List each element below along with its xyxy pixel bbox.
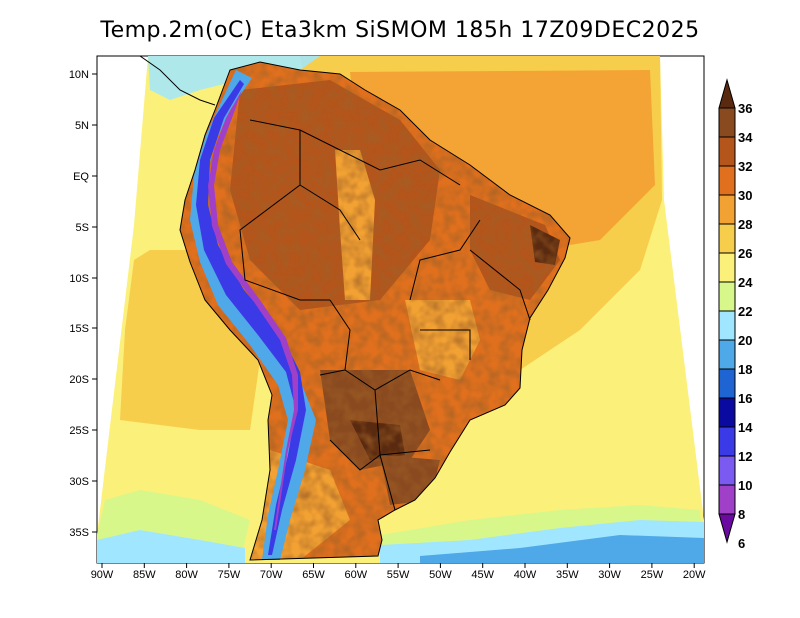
lat-tick-label: 30S [69, 476, 89, 488]
lat-tick-label: 25S [69, 425, 89, 437]
colorbar-label: 36 [738, 101, 752, 116]
lat-tick-label: 10N [69, 69, 89, 81]
lon-tick-label: 40W [514, 569, 537, 581]
lat-tick-label: 10S [69, 273, 89, 285]
colorbar-swatch [718, 252, 736, 283]
lat-tick-label: 5N [75, 120, 89, 132]
colorbar-label: 24 [738, 275, 753, 290]
lon-tick-label: 55W [387, 569, 410, 581]
colorbar-swatch [718, 426, 736, 457]
lon-tick-label: 25W [641, 569, 664, 581]
ocean-cold-south-west [97, 530, 245, 563]
colorbar-swatch [718, 107, 736, 138]
lon-tick-label: 90W [91, 569, 114, 581]
latitude-axis: 10N 5N EQ 5S 10S 15S 20S 25S 30S 35S [69, 69, 97, 539]
colorbar-swatch [718, 455, 736, 486]
colorbar-label: 16 [738, 391, 752, 406]
colorbar-swatch [718, 223, 736, 254]
colorbar-label: 30 [738, 188, 752, 203]
lat-tick-label: EQ [73, 171, 89, 183]
central-america-coast [139, 56, 216, 106]
colorbar-swatch [718, 484, 736, 515]
colorbar-swatch [718, 310, 736, 341]
country-borders [239, 119, 531, 511]
colorbar-label: 18 [738, 362, 752, 377]
colorbar-label: 20 [738, 333, 752, 348]
lon-tick-label: 60W [344, 569, 367, 581]
colorbar-label: 22 [738, 304, 752, 319]
colorbar-swatch [718, 281, 736, 312]
lon-tick-label: 85W [133, 569, 156, 581]
colorbar-max-arrow [718, 78, 736, 109]
colorbar-min-arrow [718, 513, 736, 544]
lat-tick-label: 15S [69, 323, 89, 335]
ocean-colder-south-east [420, 535, 704, 563]
lon-tick-label: 65W [302, 569, 325, 581]
colorbar-swatch [718, 136, 736, 167]
colorbar-label: 32 [738, 159, 752, 174]
colorbar-label: 10 [738, 478, 752, 493]
lon-tick-label: 70W [260, 569, 283, 581]
lon-tick-label: 45W [471, 569, 494, 581]
andes-cold-inner [196, 80, 306, 555]
lat-tick-label: 35S [69, 527, 89, 539]
colorbar-label: 6 [738, 536, 745, 551]
colorbar-label: 28 [738, 217, 752, 232]
coastline [179, 61, 571, 561]
colorbar-label: 34 [738, 130, 753, 145]
colorbar-label: 26 [738, 246, 752, 261]
colorbar-swatch [718, 194, 736, 225]
colorbar-label: 14 [738, 420, 753, 435]
lon-tick-label: 20W [683, 569, 706, 581]
colorbar-label: 12 [738, 449, 752, 464]
colorbar-swatch [718, 165, 736, 196]
colorbar-label: 8 [738, 507, 745, 522]
colorbar-swatch [718, 397, 736, 428]
colorbar: 36 34 32 30 28 26 24 22 20 18 16 14 12 10 8 6 [718, 78, 753, 551]
longitude-axis: 90W 85W 80W 75W 70W 65W 60W 55W 50W 45W 40W 35W 30W 2… [91, 563, 706, 581]
colorbar-swatch [718, 339, 736, 370]
map-title: Temp.2m(oC) Eta3km SiSMOM 185h 17Z09DEC2… [100, 18, 700, 43]
lon-tick-label: 80W [175, 569, 198, 581]
lat-tick-label: 5S [76, 222, 89, 234]
lon-tick-label: 75W [218, 569, 241, 581]
colorbar-swatch [718, 368, 736, 399]
lat-tick-label: 20S [69, 374, 89, 386]
lon-tick-label: 30W [598, 569, 621, 581]
lon-tick-label: 35W [556, 569, 579, 581]
lon-tick-label: 50W [429, 569, 452, 581]
